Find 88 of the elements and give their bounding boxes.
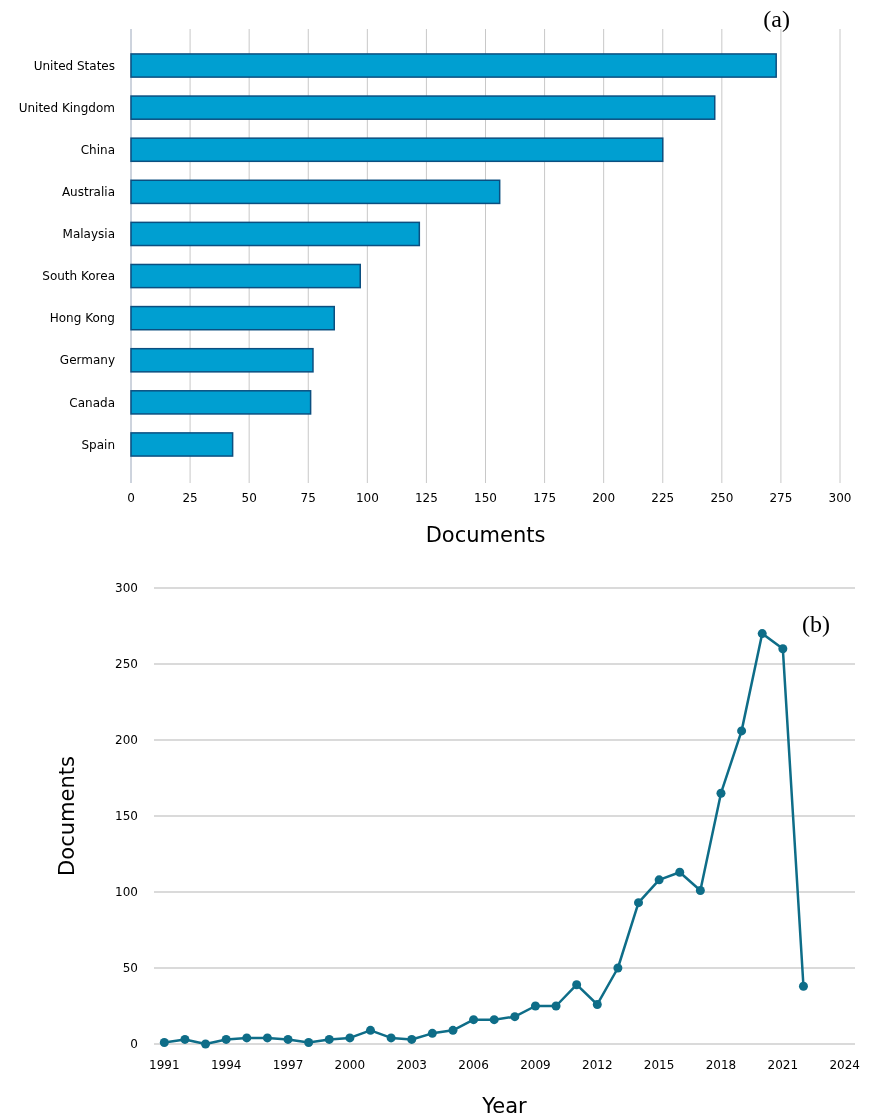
point — [242, 1033, 252, 1043]
point — [262, 1033, 272, 1043]
point — [304, 1037, 314, 1047]
x-tick-label: 2015 — [643, 1058, 675, 1072]
y-tick-label: 250 — [115, 657, 138, 672]
x-tick-label: 125 — [414, 491, 438, 505]
bar — [130, 137, 664, 163]
x-tick-label: 150 — [474, 491, 497, 505]
y-tick-label: 100 — [115, 885, 138, 900]
y-tick-label: 0 — [130, 1037, 138, 1052]
y-tick-label: 50 — [122, 961, 138, 976]
point — [634, 898, 644, 908]
point — [448, 1025, 458, 1035]
x-tick-label: 225 — [651, 491, 675, 505]
x-tick-label: 2003 — [396, 1058, 427, 1072]
point — [386, 1033, 396, 1043]
bar — [130, 432, 234, 457]
y-tick-label: 200 — [115, 733, 138, 748]
y-tick-label: South Korea — [42, 269, 115, 284]
x-axis-title: Documents — [425, 523, 546, 547]
x-tick-label: 2000 — [334, 1058, 366, 1072]
point — [345, 1033, 355, 1043]
point — [489, 1015, 499, 1025]
point — [427, 1028, 437, 1038]
point — [716, 788, 726, 798]
point — [778, 644, 788, 654]
x-tick-label: 2021 — [767, 1058, 799, 1072]
point — [737, 726, 747, 736]
bar — [130, 305, 335, 331]
x-tick-label: 300 — [828, 491, 852, 505]
bar — [130, 95, 716, 120]
y-tick-label: Spain — [81, 437, 115, 452]
bar — [130, 263, 361, 289]
point — [221, 1034, 231, 1044]
y-tick-label: 300 — [115, 581, 138, 596]
x-tick-label: 1991 — [149, 1058, 180, 1072]
bar — [130, 221, 421, 247]
x-tick-label: 2024 — [829, 1058, 860, 1072]
x-tick-label: 2009 — [520, 1058, 551, 1072]
y-tick-label: Hong Kong — [49, 311, 115, 326]
point — [695, 885, 705, 895]
point — [551, 1001, 561, 1011]
point — [407, 1034, 417, 1044]
x-tick-label: 175 — [533, 491, 557, 505]
point — [469, 1015, 479, 1025]
annotation: (a) — [763, 6, 790, 32]
point — [613, 963, 623, 973]
x-axis-title: Year — [481, 1094, 528, 1118]
x-tick-label: 50 — [241, 491, 257, 505]
point — [675, 867, 685, 877]
x-tick-label: 25 — [182, 491, 198, 505]
point — [592, 999, 602, 1009]
y-tick-label: China — [80, 142, 115, 157]
point — [180, 1034, 190, 1044]
y-tick-label: Canada — [69, 395, 115, 410]
point — [798, 981, 808, 991]
point — [283, 1034, 293, 1044]
x-tick-label: 2018 — [705, 1058, 737, 1072]
point — [654, 875, 664, 885]
point — [510, 1012, 520, 1022]
bar — [130, 390, 312, 415]
point — [324, 1034, 334, 1044]
y-tick-label: 150 — [115, 809, 138, 824]
y-tick-label: Malaysia — [62, 227, 115, 242]
point — [530, 1001, 540, 1011]
x-tick-label: 2006 — [458, 1058, 489, 1072]
y-tick-label: Germany — [59, 353, 115, 368]
y-axis-title: Documents — [55, 756, 79, 876]
y-tick-label: United States — [33, 58, 115, 73]
point — [757, 629, 767, 639]
y-tick-label: Australia — [61, 185, 115, 200]
annotation: (b) — [802, 611, 830, 637]
bar — [130, 347, 314, 373]
x-tick-label: 100 — [355, 491, 379, 505]
x-tick-label: 200 — [592, 491, 616, 505]
point — [201, 1039, 211, 1049]
point — [365, 1025, 375, 1035]
y-tick-label: United Kingdom — [18, 100, 115, 115]
x-tick-label: 1997 — [272, 1058, 304, 1072]
x-tick-label: 75 — [300, 491, 316, 505]
x-tick-label: 2012 — [582, 1058, 613, 1072]
x-tick-label: 1994 — [210, 1058, 242, 1072]
point — [572, 980, 582, 990]
bar — [130, 53, 777, 78]
point — [159, 1037, 169, 1047]
x-tick-label: 275 — [769, 491, 793, 505]
bar — [130, 179, 501, 205]
x-tick-label: 250 — [710, 491, 734, 505]
